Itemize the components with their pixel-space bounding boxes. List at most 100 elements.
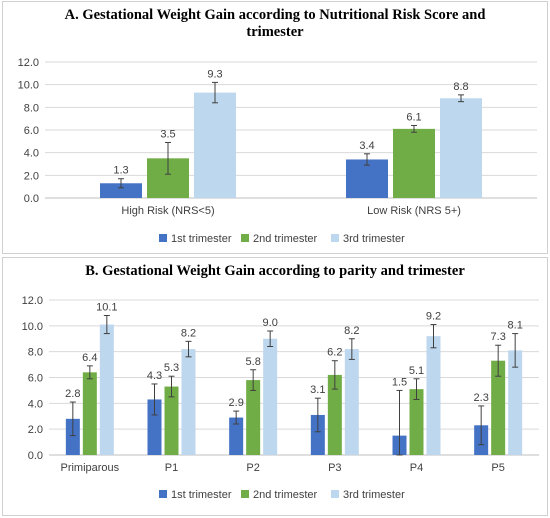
legend-label: 1st trimester bbox=[171, 489, 232, 501]
data-label: 9.3 bbox=[207, 68, 222, 80]
legend-label: 3rd trimester bbox=[343, 233, 405, 245]
data-label: 2.3 bbox=[474, 392, 489, 404]
error-bar bbox=[413, 378, 420, 400]
error-bar bbox=[168, 375, 175, 398]
legend-swatch bbox=[331, 234, 339, 242]
error-bar bbox=[233, 410, 240, 425]
bar bbox=[99, 324, 114, 455]
data-label: 8.8 bbox=[453, 81, 468, 93]
chart-a-title: A. Gestational Weight Gain according to … bbox=[3, 7, 547, 41]
bar bbox=[65, 418, 80, 455]
bar bbox=[164, 386, 179, 455]
data-label: 9.2 bbox=[426, 311, 441, 323]
error-bar bbox=[411, 124, 417, 133]
legend-swatch bbox=[241, 490, 249, 498]
chart-a-plot: 0.0 2.0 4.0 6.0 8.0 10.0 12.0 1.3 3.5 9.3 High Ris… bbox=[18, 57, 537, 245]
y-tick-label: 2.0 bbox=[28, 424, 43, 436]
bar bbox=[246, 380, 261, 455]
bar bbox=[491, 360, 506, 455]
bar bbox=[409, 389, 424, 455]
legend-swatch bbox=[159, 490, 167, 498]
error-bar bbox=[185, 340, 192, 358]
y-tick-label: 8.0 bbox=[24, 102, 39, 114]
y-tick-label: 8.0 bbox=[28, 347, 43, 359]
bar bbox=[327, 374, 342, 455]
y-tick-label: 4.0 bbox=[24, 148, 39, 160]
error-bar bbox=[495, 344, 502, 377]
x-tick-label: Low Risk (NRS 5+) bbox=[367, 205, 461, 217]
data-label: 1.3 bbox=[113, 165, 128, 177]
error-bar bbox=[512, 333, 519, 368]
chart-a-title-line1: A. Gestational Weight Gain according to … bbox=[64, 7, 486, 23]
data-label: 8.1 bbox=[508, 320, 523, 332]
bar bbox=[393, 128, 435, 198]
data-label: 3.5 bbox=[160, 128, 175, 140]
bar bbox=[426, 336, 441, 455]
x-tick-label: P1 bbox=[165, 462, 178, 474]
data-label: 2.9 bbox=[229, 397, 244, 409]
error-bar bbox=[151, 383, 158, 416]
error-bar bbox=[430, 324, 437, 349]
data-label: 1.5 bbox=[392, 376, 407, 388]
y-tick-label: 0.0 bbox=[28, 450, 43, 462]
legend-label: 2nd trimester bbox=[253, 233, 318, 245]
data-label: 4.3 bbox=[147, 370, 162, 382]
data-label: 8.2 bbox=[181, 327, 196, 339]
y-tick-label: 12.0 bbox=[22, 295, 43, 307]
y-tick-label: 4.0 bbox=[28, 398, 43, 410]
x-tick-label: P2 bbox=[246, 462, 259, 474]
data-label: 6.2 bbox=[327, 347, 342, 359]
error-bar bbox=[314, 397, 321, 433]
legend-label: 3rd trimester bbox=[343, 489, 405, 501]
bar bbox=[346, 159, 388, 198]
x-tick-label: P4 bbox=[410, 462, 423, 474]
data-label: 9.0 bbox=[263, 317, 278, 329]
y-tick-label: 12.0 bbox=[18, 57, 39, 69]
bar bbox=[440, 98, 482, 198]
bar bbox=[100, 183, 142, 198]
bar bbox=[147, 399, 162, 455]
data-label: 7.3 bbox=[491, 331, 506, 343]
chart-b-panel: B. Gestational Weight Gain according to … bbox=[2, 257, 548, 516]
bar bbox=[310, 414, 325, 455]
x-tick-label: Primiparous bbox=[60, 462, 119, 474]
error-bar bbox=[165, 141, 171, 175]
data-label: 3.1 bbox=[310, 384, 325, 396]
y-tick-label: 6.0 bbox=[24, 125, 39, 137]
error-bar bbox=[250, 369, 257, 391]
legend-swatch bbox=[331, 490, 339, 498]
error-bar bbox=[212, 81, 218, 104]
x-tick-label: P3 bbox=[328, 462, 341, 474]
error-bar bbox=[331, 360, 338, 390]
bar bbox=[82, 372, 97, 455]
error-bar bbox=[86, 365, 93, 380]
error-bar bbox=[478, 405, 485, 446]
data-label: 2.8 bbox=[65, 388, 80, 400]
y-tick-label: 6.0 bbox=[28, 373, 43, 385]
bar bbox=[229, 417, 244, 455]
data-label: 6.1 bbox=[406, 111, 421, 123]
x-tick-label: P5 bbox=[491, 462, 504, 474]
legend-label: 2nd trimester bbox=[253, 489, 318, 501]
y-tick-label: 0.0 bbox=[24, 193, 39, 205]
bar bbox=[508, 350, 523, 455]
data-label: 10.1 bbox=[96, 302, 117, 314]
chart-a-panel: A. Gestational Weight Gain according to … bbox=[2, 1, 548, 254]
x-tick-label: High Risk (NRS<5) bbox=[121, 205, 214, 217]
y-tick-label: 10.0 bbox=[22, 321, 43, 333]
bar bbox=[194, 92, 236, 198]
y-tick-label: 2.0 bbox=[24, 170, 39, 182]
bar bbox=[263, 338, 278, 455]
legend-swatch bbox=[241, 234, 249, 242]
data-label: 5.3 bbox=[164, 362, 179, 374]
error-bar bbox=[458, 94, 464, 103]
error-bar bbox=[118, 178, 124, 189]
legend-swatch bbox=[159, 234, 167, 242]
chart-a-title-line2: trimester bbox=[246, 24, 304, 40]
y-tick-label: 10.0 bbox=[18, 80, 39, 92]
error-bar bbox=[103, 315, 110, 335]
data-label: 8.2 bbox=[344, 325, 359, 337]
data-label: 3.4 bbox=[359, 140, 374, 152]
data-label: 5.8 bbox=[246, 356, 261, 368]
error-bar bbox=[396, 389, 403, 456]
